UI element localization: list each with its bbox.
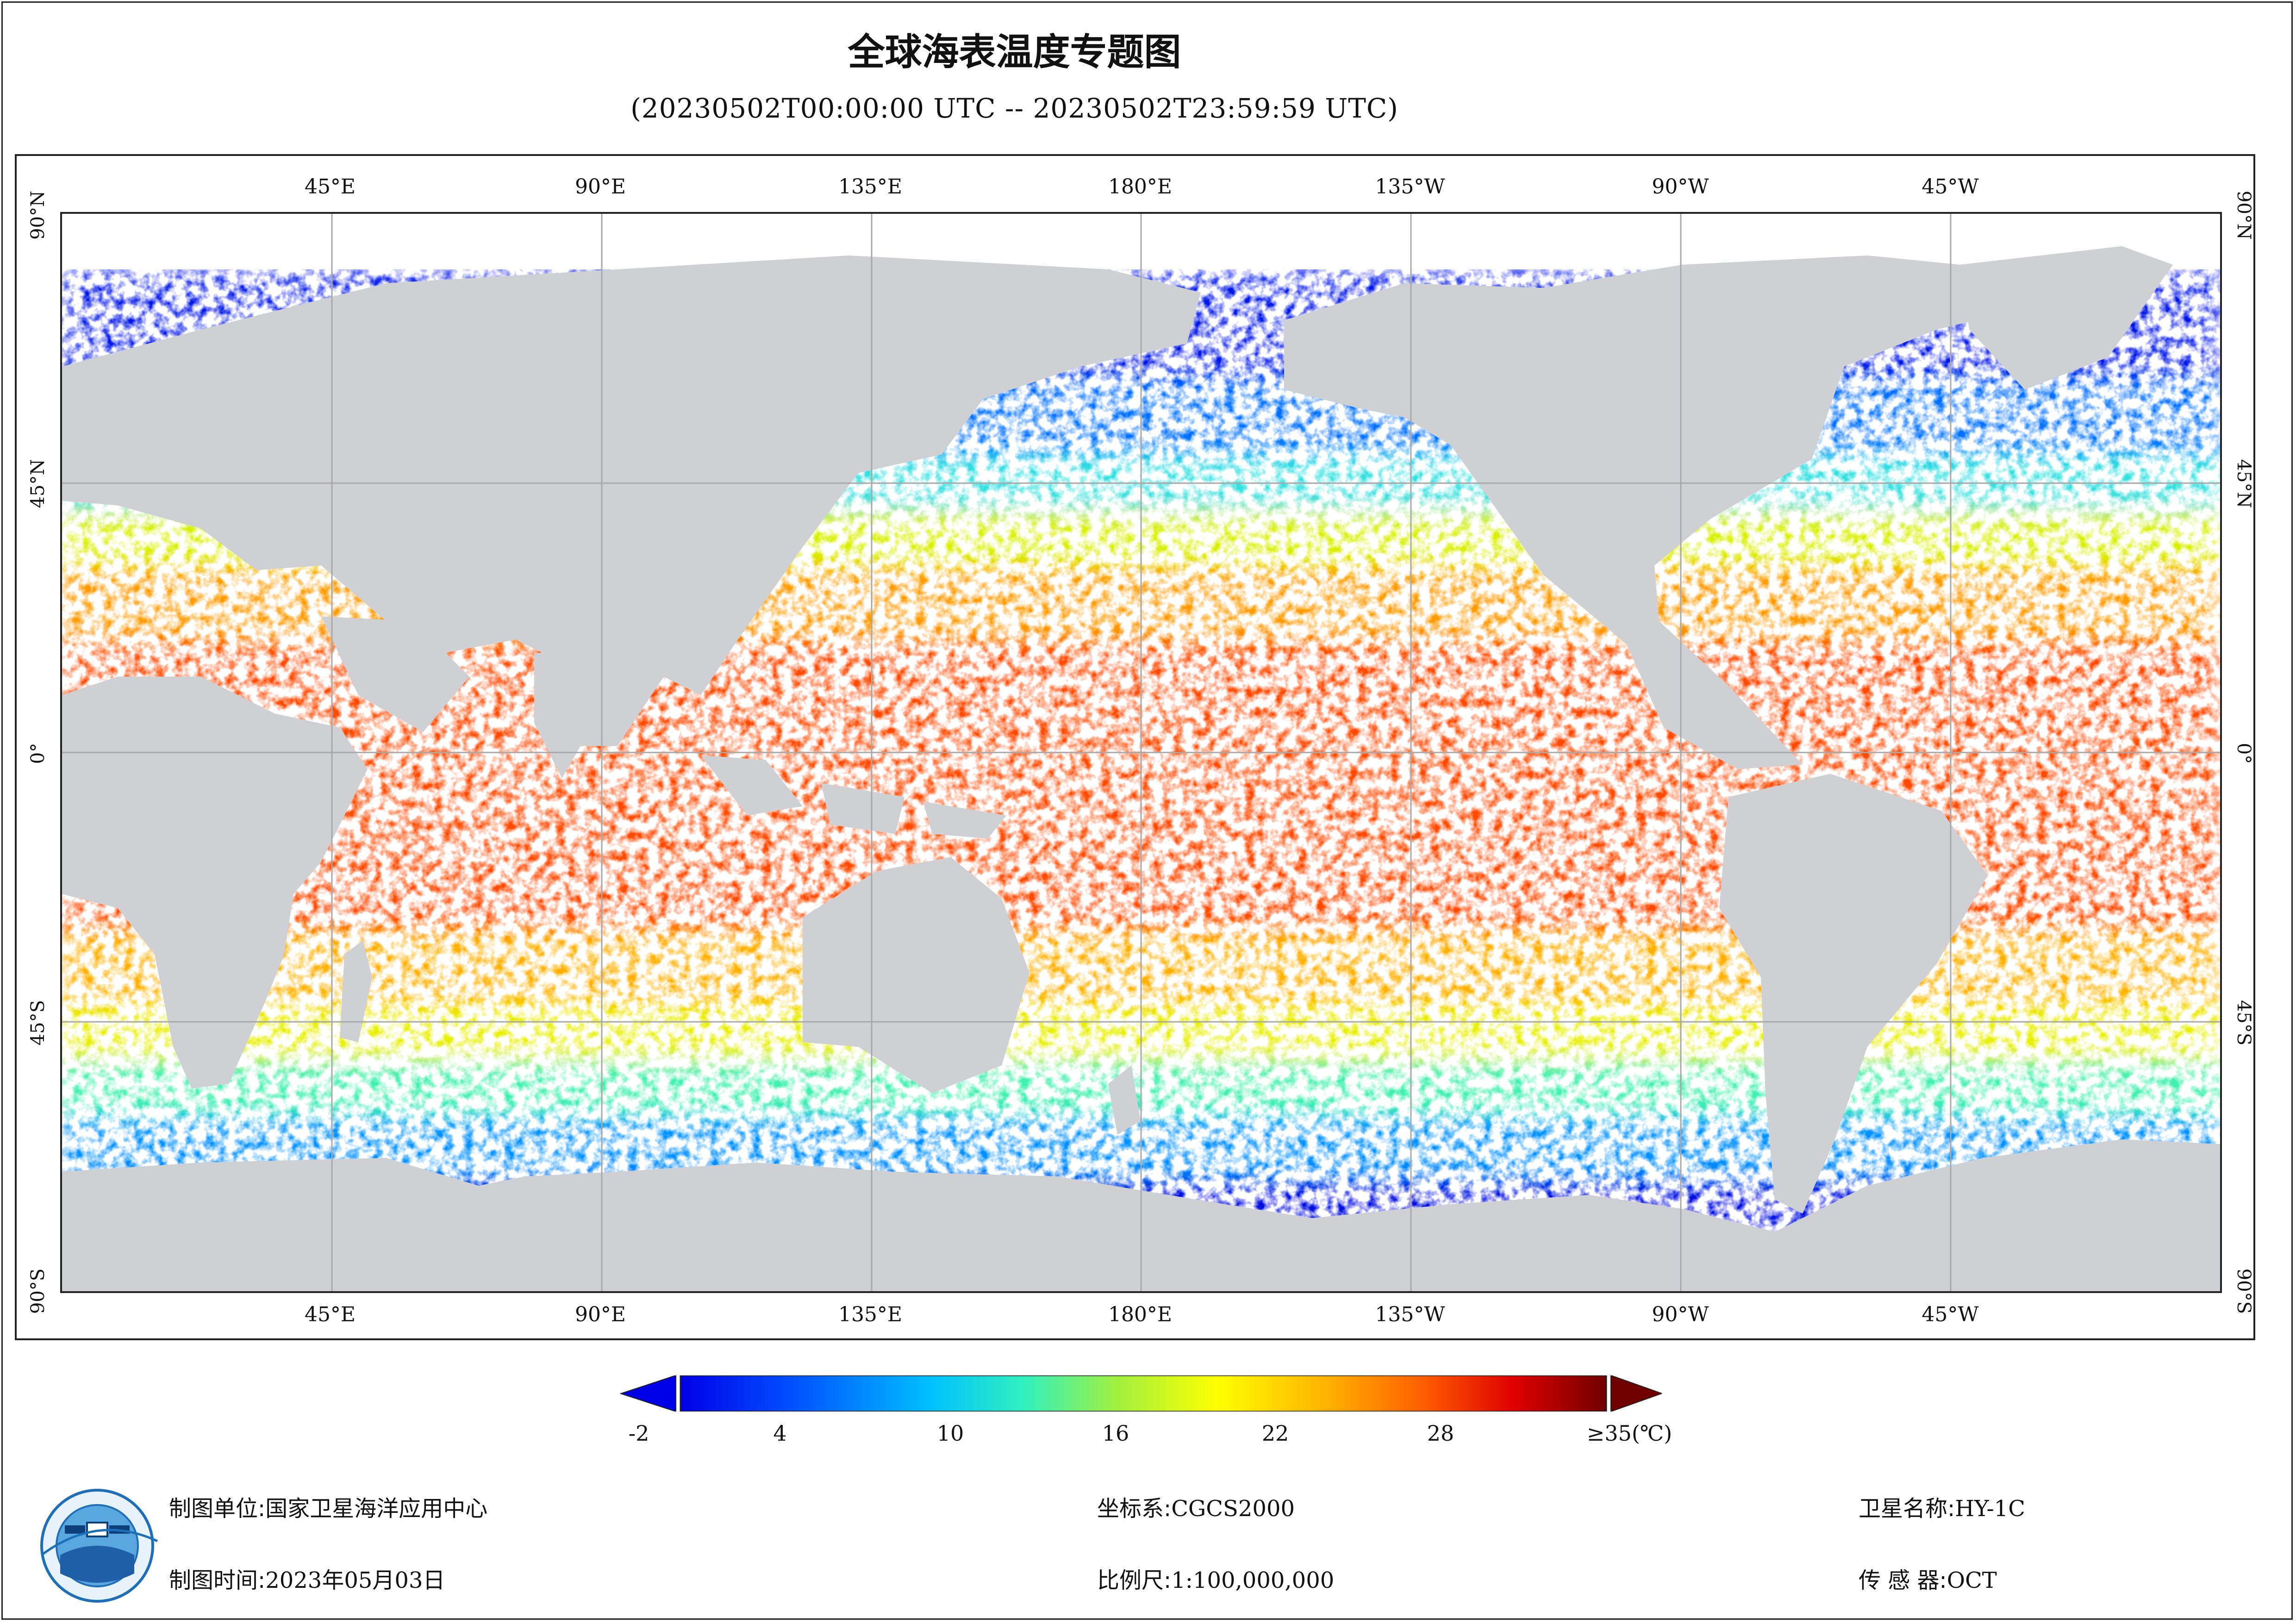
lon-label-top-135w: 135°W [1375,175,1445,199]
production-time-value: 2023年05月03日 [265,1567,445,1593]
lat-label-left-90s: 90°S [27,1268,49,1314]
lat-label-right-90n: 90°N [2233,191,2254,240]
colorbar-gradient [680,1375,1607,1412]
lon-label-bottom-135e: 135°E [838,1303,903,1326]
lon-label-bottom-135w: 135°W [1375,1303,1445,1326]
land-south-america [1719,774,1988,1213]
satellite-name: 卫星名称:HY-1C [1859,1490,2025,1523]
lon-label-bottom-180e: 180°E [1108,1303,1173,1326]
coordinate-system: 坐标系:CGCS2000 [1097,1490,1295,1523]
colorbar-tick-4: 4 [773,1421,787,1446]
satellite-value: HY-1C [1955,1496,2025,1522]
production-time-label: 制图时间: [169,1567,266,1593]
lat-label-left-0: 0° [27,743,49,764]
colorbar-tick-10: 10 [936,1421,964,1446]
crs-label: 坐标系: [1097,1496,1172,1522]
sensor-value: OCT [1947,1567,1997,1593]
scale-value: 1:100,000,000 [1171,1567,1335,1593]
land-new-zealand [1108,1065,1141,1135]
map-frame [15,154,2255,1340]
sensor-name: 传 感 器:OCT [1859,1562,1997,1594]
land-indonesia [701,755,1006,839]
nsoas-logo [40,1489,158,1603]
lat-label-right-0: 0° [2233,743,2254,764]
producer-value: 国家卫星海洋应用中心 [265,1496,488,1522]
scale-label: 比例尺: [1097,1567,1172,1593]
colorbar-tick-neg2: -2 [628,1421,649,1446]
lat-label-left-45n: 45°N [27,459,49,508]
producer-label: 制图单位: [169,1496,266,1522]
colorbar-tick-16: 16 [1102,1421,1129,1446]
lon-label-bottom-90e: 90°E [574,1303,626,1326]
satellite-label: 卫星名称: [1859,1496,1955,1522]
land-india [534,644,608,778]
colorbar-low-arrow [620,1375,676,1412]
land-north-america [1284,255,2034,769]
lat-label-left-45s: 45°S [27,1000,49,1046]
lon-label-top-180e: 180°E [1108,175,1173,199]
lat-label-left-90n: 90°N [27,191,49,240]
land-arabia [321,616,469,732]
colorbar-tick-35: ≥35(℃) [1586,1421,1672,1446]
sensor-label: 传 感 器: [1859,1567,1947,1593]
lon-label-top-135e: 135°E [838,175,903,199]
land-australia [803,857,1029,1093]
land-madagascar [340,940,372,1042]
land-eurasia [62,255,1201,746]
colorbar-high-arrow [1610,1375,1662,1412]
lon-label-top-90e: 90°E [574,175,626,199]
crs-value: CGCS2000 [1171,1496,1295,1522]
colorbar-tick-28: 28 [1427,1421,1454,1446]
lon-label-top-45w: 45°W [1922,175,1979,199]
time-range-subtitle: (20230502T00:00:00 UTC -- 20230502T23:59… [630,93,1398,124]
lon-label-top-90w: 90°W [1652,175,1709,199]
production-time: 制图时间:2023年05月03日 [169,1562,445,1594]
land-greenland [1960,246,2173,390]
lat-label-right-45n: 45°N [2233,459,2254,508]
sst-colorbar [620,1375,1662,1412]
colorbar-tick-22: 22 [1261,1421,1289,1446]
map-title: 全球海表温度专题图 [848,31,1181,74]
lon-label-bottom-45e: 45°E [304,1303,356,1326]
lat-label-right-45s: 45°S [2233,1000,2254,1046]
lat-label-right-90s: 90°S [2233,1268,2254,1314]
graticule [62,214,2220,1291]
lon-label-bottom-45w: 45°W [1922,1303,1979,1326]
lon-label-bottom-90w: 90°W [1652,1303,1709,1326]
map-scale: 比例尺:1:100,000,000 [1097,1562,1334,1594]
lon-label-top-45e: 45°E [304,175,356,199]
sst-map [60,212,2222,1293]
producer: 制图单位:国家卫星海洋应用中心 [169,1490,487,1523]
land-africa [62,677,368,1088]
